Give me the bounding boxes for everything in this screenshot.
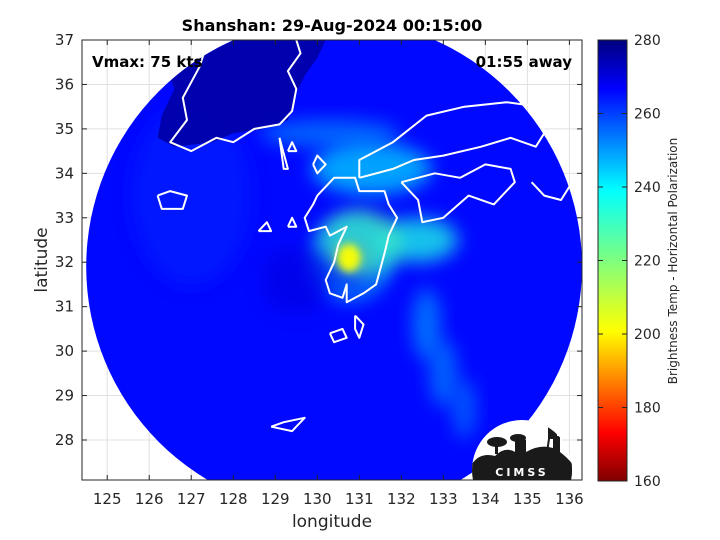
colorbar-tick-label: 260 — [634, 107, 661, 123]
feature-rainband-1 — [412, 288, 441, 361]
x-tick-label: 133 — [429, 490, 458, 508]
coastline-6 — [400, 163, 516, 224]
coastlines — [156, 40, 582, 433]
y-tick-label: 28 — [55, 431, 74, 449]
colorbar-tick-label: 160 — [634, 474, 661, 490]
coastline-2 — [312, 154, 327, 175]
axes-box — [81, 39, 583, 481]
coastline-7 — [530, 146, 582, 201]
y-tick-label: 31 — [55, 298, 74, 316]
chart-title: Shanshan: 29-Aug-2024 00:15:00 — [182, 16, 483, 35]
x-tick-label: 125 — [93, 490, 122, 508]
x-tick-label: 129 — [261, 490, 290, 508]
coastline-12 — [257, 221, 273, 233]
x-tick-label: 131 — [345, 490, 374, 508]
y-tick-label: 34 — [55, 164, 74, 182]
vmax-annotation: Vmax: 75 kts — [92, 53, 202, 71]
korea-land — [86, 40, 326, 147]
feature-north-band — [311, 142, 432, 195]
coastline-1 — [156, 190, 188, 210]
x-tick-label: 136 — [555, 490, 584, 508]
coastline-9 — [354, 314, 365, 339]
feature-west-edge — [131, 105, 252, 286]
y-ticks: 28 29 30 31 32 33 34 35 36 37 — [55, 31, 582, 449]
coastline-5 — [358, 101, 546, 179]
coastline-11 — [286, 216, 298, 228]
x-ticks: 125 126 127 128 129 130 131 132 133 134 135 136 — [93, 40, 584, 508]
coastline-4 — [303, 176, 399, 304]
y-tick-label: 29 — [55, 387, 74, 405]
feature-rainband-2 — [429, 339, 458, 408]
colorbar-tick-label: 280 — [634, 33, 661, 49]
coastline-0 — [169, 40, 302, 153]
y-tick-label: 30 — [55, 342, 74, 360]
coastline-13 — [278, 137, 289, 170]
colorbar-label: Brightness Temp - Horizontal Polarizatio… — [666, 138, 680, 385]
eye-region — [262, 246, 331, 314]
cimss-logo-text: CIMSS — [495, 466, 548, 479]
data-layer — [86, 40, 582, 480]
y-tick-label: 36 — [55, 75, 74, 93]
colorbar-tick-label: 240 — [634, 180, 661, 196]
y-tick-label: 32 — [55, 253, 74, 271]
colorbar-tick-label: 200 — [634, 327, 661, 343]
coastline-10 — [270, 416, 306, 433]
y-tick-label: 37 — [55, 31, 74, 49]
coastline-3 — [286, 141, 298, 153]
feature-core — [336, 243, 361, 272]
x-tick-label: 134 — [471, 490, 500, 508]
x-tick-label: 126 — [135, 490, 164, 508]
coastline-8 — [328, 327, 348, 344]
x-tick-label: 135 — [513, 490, 542, 508]
feature-rainband-3 — [452, 378, 477, 439]
x-tick-label: 128 — [219, 490, 248, 508]
away-annotation: 01:55 away — [476, 53, 573, 71]
y-axis-label: latitude — [32, 227, 52, 292]
feature-north-arc — [259, 119, 400, 148]
colorbar-ticks: 160 180 200 220 240 260 280 — [598, 33, 661, 490]
brightness-features — [86, 40, 477, 439]
x-tick-label: 130 — [303, 490, 332, 508]
y-tick-label: 33 — [55, 209, 74, 227]
colorbar-tick-label: 180 — [634, 401, 661, 417]
y-tick-label: 35 — [55, 120, 74, 138]
x-tick-label: 127 — [177, 490, 206, 508]
colorbar-tick-label: 220 — [634, 254, 661, 270]
x-axis-label: longitude — [292, 512, 372, 532]
x-tick-label: 132 — [387, 490, 416, 508]
